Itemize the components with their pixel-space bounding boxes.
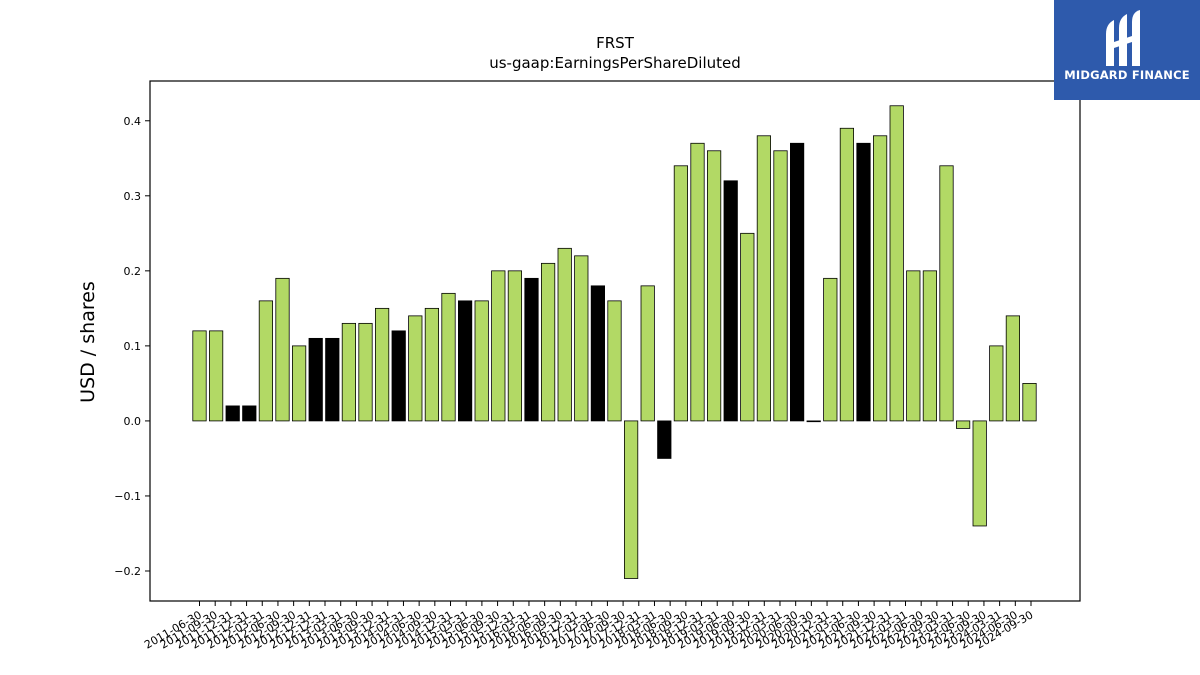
- bar-4: [258, 300, 274, 422]
- y-axis-label: USD / shares: [77, 281, 99, 403]
- bar-21: [541, 262, 556, 422]
- bar-7: [308, 337, 323, 422]
- bar-19: [507, 270, 523, 422]
- bar-11: [374, 307, 390, 422]
- bar-20: [524, 277, 539, 422]
- bar-38: [823, 277, 838, 422]
- bar-41: [873, 135, 888, 422]
- bar-42: [889, 105, 904, 422]
- bar-32: [723, 180, 738, 422]
- bar-31: [707, 150, 722, 422]
- bar-26: [624, 420, 639, 579]
- bar-23: [574, 255, 589, 422]
- bar-2: [225, 405, 240, 422]
- bar-48: [989, 345, 1004, 422]
- y-axis-ticks: −0.2 −0.1 0.0 0.1 0.2 0.3 0.4: [114, 115, 150, 578]
- y-tick-label-3: 0.1: [124, 340, 142, 353]
- bar-8: [325, 337, 340, 422]
- bar-0: [192, 330, 207, 422]
- bar-22: [557, 247, 572, 422]
- bar-10: [358, 322, 373, 422]
- chart-subtitle: us-gaap:EarningsPerShareDiluted: [489, 54, 741, 72]
- bar-14: [424, 307, 440, 422]
- bar-28: [657, 420, 672, 459]
- bar-29: [673, 165, 689, 422]
- bar-9: [341, 322, 357, 422]
- y-tick-label-6: 0.4: [124, 115, 142, 128]
- bar-43: [906, 270, 921, 422]
- bar-6: [291, 345, 307, 422]
- bar-37: [806, 420, 821, 423]
- bar-3: [242, 405, 257, 422]
- bar-49: [1005, 315, 1021, 422]
- bar-18: [491, 270, 506, 422]
- bar-12: [391, 330, 406, 422]
- brand-logo: MIDGARD FINANCE: [1054, 0, 1200, 100]
- x-axis-ticks: 2011-06-302011-09-302011-12-312011-12-31…: [142, 601, 1036, 652]
- bar-5: [275, 277, 290, 422]
- y-tick-label-2: 0.0: [124, 415, 142, 428]
- bar-30: [690, 142, 705, 422]
- bar-39: [839, 127, 855, 422]
- y-tick-label-4: 0.2: [124, 265, 142, 278]
- plot-frame: [149, 80, 1081, 602]
- bar-33: [740, 232, 755, 422]
- bar-44: [922, 270, 938, 422]
- brand-name: MIDGARD FINANCE: [1064, 68, 1190, 82]
- bars-group: [192, 105, 1037, 579]
- bar-34: [756, 135, 772, 422]
- bar-25: [607, 300, 622, 422]
- bar-36: [790, 142, 805, 422]
- y-tick-label-5: 0.3: [124, 190, 142, 203]
- bar-35: [773, 150, 788, 422]
- bar-1: [208, 330, 224, 422]
- bar-27: [640, 285, 655, 422]
- midgard-logo-icon: [1106, 10, 1140, 66]
- bar-16: [457, 300, 473, 422]
- bar-46: [956, 420, 971, 429]
- bar-24: [590, 285, 606, 422]
- bar-45: [939, 165, 954, 422]
- y-tick-label-0: −0.2: [114, 565, 141, 578]
- bar-47: [972, 420, 987, 527]
- y-tick-label-1: −0.1: [114, 490, 141, 503]
- bar-13: [408, 315, 423, 422]
- bar-50: [1022, 382, 1037, 422]
- bar-40: [856, 142, 871, 422]
- chart-title: FRST: [596, 34, 635, 52]
- bar-17: [474, 300, 489, 422]
- bar-15: [441, 292, 456, 422]
